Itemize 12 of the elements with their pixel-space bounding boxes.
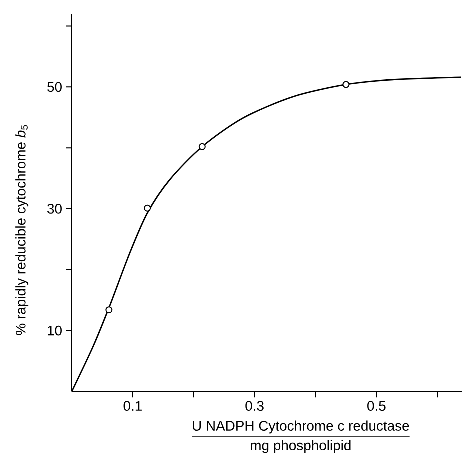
point [106,306,113,314]
y-tick-label: 10 [48,326,62,336]
x-tick-label: 0.1 [124,401,142,412]
y-tick-label: 30 [48,204,62,214]
point [144,204,152,212]
point [342,81,350,88]
x-axis-title: $\frac{\text{U NADPH Cytochrome c reductase}}{\text{mg phospholipid}}$ [192,420,410,454]
x-tick-label: 0.5 [368,401,386,412]
y-tick-label: 50 [48,82,62,92]
point [198,143,206,150]
x-tick-label: 0.3 [246,401,264,412]
y-axis-title: % rapidly reducible cytochrome b$_{5}$ [16,125,29,336]
